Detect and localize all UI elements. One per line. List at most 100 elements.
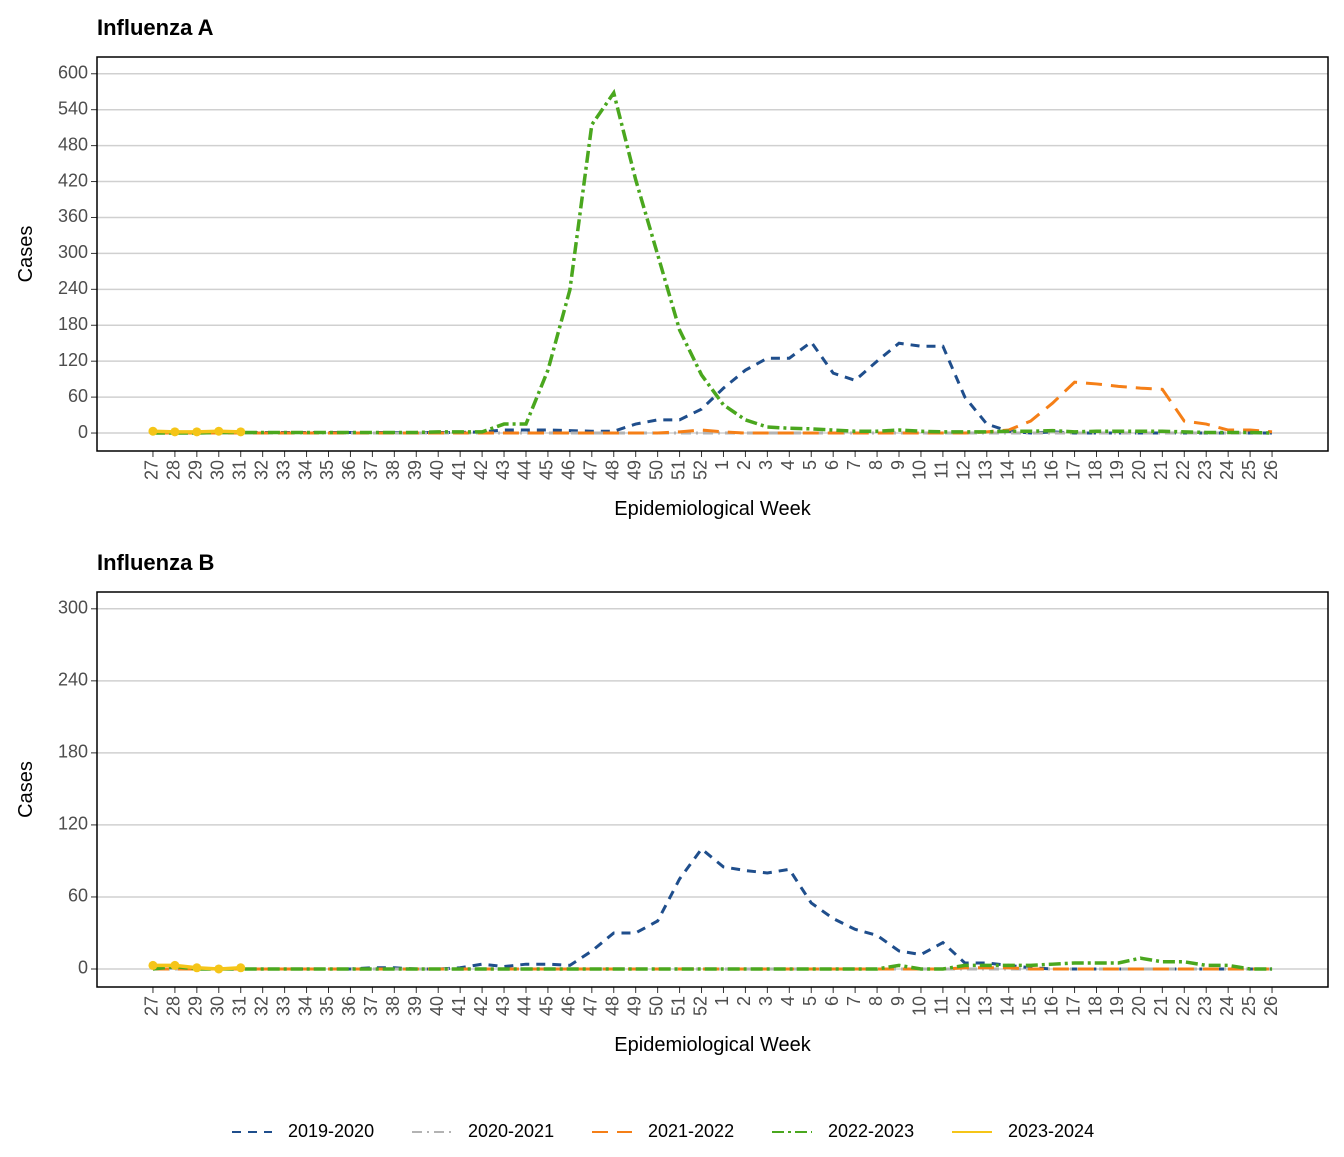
- legend-item: 2021-2022: [592, 1121, 734, 1141]
- y-tick-label: 0: [78, 958, 88, 978]
- x-tick-label: 17: [1063, 460, 1083, 480]
- x-tick-label: 16: [1041, 996, 1061, 1016]
- x-tick-label: 47: [581, 996, 601, 1016]
- y-tick-label: 300: [58, 242, 88, 262]
- x-tick-label: 48: [603, 996, 623, 1016]
- series-line: [152, 846, 1273, 971]
- x-tick-label: 9: [888, 460, 908, 470]
- x-tick-label: 38: [383, 460, 403, 480]
- x-tick-label: 15: [1019, 996, 1039, 1016]
- y-tick-label: 540: [58, 98, 88, 118]
- x-tick-label: 50: [646, 996, 666, 1016]
- x-tick-label: 27: [142, 460, 162, 480]
- series-line: [152, 339, 1273, 435]
- x-axis-label: Epidemiological Week: [614, 498, 811, 520]
- x-tick-label: 7: [844, 460, 864, 470]
- legend-label: 2023-2024: [1008, 1121, 1094, 1141]
- x-tick-label: 29: [186, 460, 206, 480]
- y-tick-label: 480: [58, 134, 88, 154]
- x-tick-label: 46: [559, 460, 579, 480]
- x-tick-label: 45: [537, 460, 557, 480]
- x-tick-label: 11: [932, 460, 952, 479]
- x-tick-label: 36: [339, 460, 359, 480]
- x-tick-label: 29: [186, 996, 206, 1016]
- x-tick-label: 36: [339, 996, 359, 1016]
- y-tick-label: 300: [58, 598, 88, 618]
- x-tick-label: 42: [471, 996, 491, 1016]
- point: [214, 426, 224, 436]
- x-tick-label: 52: [690, 996, 710, 1016]
- x-tick-label: 18: [1085, 996, 1105, 1016]
- x-tick-label: 13: [976, 460, 996, 480]
- chart-title: Influenza A: [97, 15, 214, 40]
- y-tick-label: 420: [58, 170, 88, 190]
- y-axis-label: Cases: [15, 761, 37, 818]
- x-tick-label: 15: [1019, 460, 1039, 480]
- x-tick-label: 1: [712, 460, 732, 470]
- chart-title: Influenza B: [97, 550, 214, 575]
- x-tick-label: 37: [361, 996, 381, 1016]
- x-tick-label: 34: [295, 996, 315, 1016]
- x-tick-label: 35: [317, 460, 337, 480]
- x-tick-label: 14: [997, 996, 1017, 1016]
- x-tick-label: 40: [427, 460, 447, 480]
- x-tick-label: 28: [164, 996, 184, 1016]
- x-tick-label: 35: [317, 996, 337, 1016]
- point: [192, 427, 202, 437]
- x-tick-label: 10: [910, 460, 930, 480]
- series-line: [152, 88, 1273, 435]
- x-tick-label: 46: [559, 996, 579, 1016]
- y-tick-label: 240: [58, 278, 88, 298]
- x-tick-label: 32: [251, 460, 271, 480]
- x-tick-label: 37: [361, 460, 381, 480]
- x-tick-label: 43: [493, 996, 513, 1016]
- x-tick-label: 33: [273, 996, 293, 1016]
- x-tick-label: 51: [668, 996, 688, 1016]
- plot-border: [96, 56, 1329, 452]
- x-tick-label: 41: [449, 460, 469, 480]
- x-tick-label: 51: [668, 460, 688, 480]
- y-tick-label: 0: [78, 422, 88, 442]
- x-tick-label: 2: [734, 996, 754, 1006]
- y-tick-label: 240: [58, 670, 88, 690]
- x-tick-label: 22: [1173, 996, 1193, 1016]
- y-tick-label: 600: [58, 63, 88, 83]
- point: [192, 963, 202, 973]
- x-tick-label: 12: [954, 460, 974, 480]
- x-tick-label: 16: [1041, 460, 1061, 480]
- point: [170, 960, 180, 970]
- legend-item: 2019-2020: [232, 1121, 374, 1141]
- x-tick-label: 20: [1129, 996, 1149, 1016]
- x-tick-label: 39: [405, 460, 425, 480]
- legend-item: 2020-2021: [412, 1121, 554, 1141]
- legend-label: 2020-2021: [468, 1121, 554, 1141]
- x-tick-label: 45: [537, 996, 557, 1016]
- x-tick-label: 14: [997, 460, 1017, 480]
- x-tick-label: 44: [515, 460, 535, 480]
- x-tick-label: 12: [954, 996, 974, 1016]
- point: [214, 964, 224, 974]
- x-tick-label: 5: [800, 996, 820, 1006]
- y-tick-label: 180: [58, 314, 88, 334]
- x-tick-label: 30: [208, 460, 228, 480]
- point: [236, 963, 246, 973]
- x-tick-label: 6: [822, 460, 842, 470]
- x-tick-label: 19: [1107, 460, 1127, 480]
- x-tick-label: 17: [1063, 996, 1083, 1016]
- x-tick-label: 10: [910, 996, 930, 1016]
- x-tick-label: 26: [1261, 460, 1281, 480]
- x-tick-label: 13: [976, 996, 996, 1016]
- x-tick-label: 1: [712, 996, 732, 1006]
- x-tick-label: 50: [646, 460, 666, 480]
- x-tick-label: 44: [515, 996, 535, 1016]
- x-tick-label: 18: [1085, 460, 1105, 480]
- x-tick-label: 31: [229, 460, 249, 480]
- y-tick-label: 60: [68, 886, 88, 906]
- x-tick-label: 52: [690, 460, 710, 480]
- x-tick-label: 4: [778, 460, 798, 470]
- x-tick-label: 3: [756, 460, 776, 470]
- legend-label: 2022-2023: [828, 1121, 914, 1141]
- x-tick-label: 6: [822, 996, 842, 1006]
- x-tick-label: 28: [164, 460, 184, 480]
- x-axis-label: Epidemiological Week: [614, 1034, 811, 1056]
